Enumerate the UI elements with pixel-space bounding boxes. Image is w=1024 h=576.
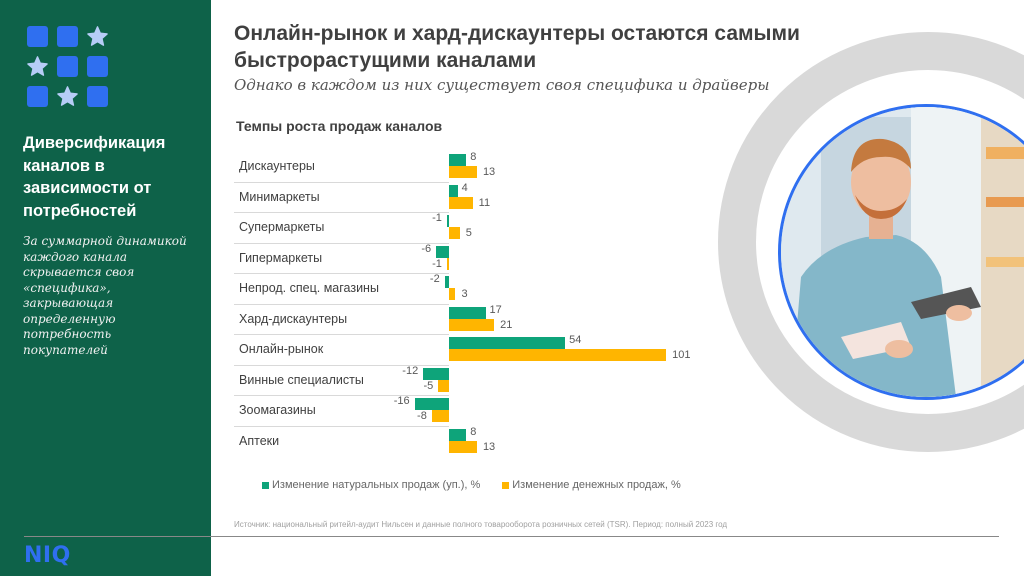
row-divider <box>234 242 449 244</box>
data-label-volume: -16 <box>393 395 410 407</box>
row-divider <box>234 395 449 396</box>
bar-value <box>449 166 477 178</box>
category-label: Зоомагазины <box>239 403 316 417</box>
category-label: Аптеки <box>239 433 280 448</box>
legend-label-value: Изменение денежных продаж, % <box>512 479 681 491</box>
data-label-value: 3 <box>461 288 468 300</box>
row-divider <box>234 212 449 213</box>
star-icon <box>86 25 108 46</box>
bar-volume <box>444 276 449 288</box>
data-label-value: 13 <box>482 166 496 178</box>
bar-value <box>449 349 667 361</box>
category-label: Непрод. спец. магазины <box>239 281 379 295</box>
niq-logo: NIQ <box>24 543 71 568</box>
bar-value <box>449 318 495 331</box>
data-label-volume: -2 <box>429 273 440 285</box>
data-label-volume: -1 <box>432 212 442 224</box>
category-label: Онлайн-рынок <box>239 342 324 356</box>
data-label-value: -1 <box>432 257 442 270</box>
legend-swatch-value <box>502 481 510 489</box>
category-label: Дискаунтеры <box>239 159 315 173</box>
shopper-photo-illustration <box>781 107 1024 397</box>
data-label-volume: -12 <box>402 364 419 377</box>
bar-value <box>449 227 460 239</box>
bar-value <box>438 379 449 392</box>
square-icon <box>87 86 108 107</box>
bar-volume <box>414 398 449 410</box>
bar-value <box>449 288 456 300</box>
star-icon <box>56 85 78 106</box>
chart-legend: Изменение натуральных продаж (уп.), % Из… <box>262 479 681 491</box>
category-label: Винные специалисты <box>239 372 364 387</box>
sidebar: Диверсификация каналов в зависимости от … <box>0 0 211 576</box>
data-label-volume: 17 <box>489 303 502 316</box>
data-label-volume: 8 <box>470 425 477 438</box>
bar-volume <box>449 154 467 166</box>
bar-volume <box>449 306 486 319</box>
bar-volume <box>449 428 467 441</box>
data-label-value: 5 <box>465 227 472 239</box>
data-label-value: -8 <box>417 410 427 422</box>
bar-volume <box>449 337 566 349</box>
square-icon <box>87 56 108 77</box>
category-label: Хард-дискаунтеры <box>239 311 348 326</box>
category-label: Супермаркеты <box>239 220 325 234</box>
data-label-volume: 8 <box>470 151 477 163</box>
bar-value <box>449 440 477 453</box>
row-divider <box>234 334 449 335</box>
bar-volume <box>449 184 458 197</box>
data-label-value: 101 <box>672 349 691 361</box>
data-label-volume: 54 <box>569 334 582 346</box>
square-icon <box>57 26 78 47</box>
bar-value <box>446 257 449 270</box>
page-title: Онлайн-рынок и хард-дискаунтеры остаются… <box>234 22 800 72</box>
data-label-value: 13 <box>482 440 496 453</box>
square-icon <box>27 26 48 47</box>
data-label-value: -5 <box>423 379 434 392</box>
data-label-volume: -6 <box>421 242 432 255</box>
bar-value <box>449 196 473 209</box>
bar-volume <box>436 245 449 258</box>
legend-label-volume: Изменение натуральных продаж (уп.), % <box>272 479 481 491</box>
bar-value <box>431 410 449 422</box>
legend-swatch-volume <box>262 481 269 489</box>
star-icon <box>26 55 48 76</box>
square-icon <box>27 86 48 107</box>
data-label-volume: 4 <box>461 181 468 194</box>
shopper-photo <box>778 104 1024 400</box>
footer-divider <box>24 536 999 537</box>
chart-title: Темпы роста продаж каналов <box>236 118 443 134</box>
bar-volume <box>423 367 449 380</box>
row-divider <box>234 425 449 427</box>
sidebar-title: Диверсификация каналов в зависимости от … <box>23 134 166 220</box>
logo-grid <box>27 26 111 110</box>
data-label-value: 11 <box>478 196 491 209</box>
legend-item-volume: Изменение натуральных продаж (уп.), % <box>262 479 480 491</box>
data-label-value: 21 <box>500 318 513 331</box>
category-label: Гипермаркеты <box>239 250 323 265</box>
source-note: Источник: национальный ритейл-аудит Ниль… <box>234 520 728 529</box>
row-divider <box>234 303 449 305</box>
category-label: Минимаркеты <box>239 189 320 204</box>
legend-item-value: Изменение денежных продаж, % <box>502 479 681 491</box>
row-divider <box>234 273 449 274</box>
bar-volume <box>446 215 449 227</box>
sidebar-description: За суммарной динамикой каждого канала ск… <box>23 234 187 357</box>
row-divider <box>234 364 449 366</box>
page-subtitle: Однако в каждом из них существует своя с… <box>234 76 770 94</box>
square-icon <box>57 56 78 77</box>
row-divider <box>234 181 449 183</box>
